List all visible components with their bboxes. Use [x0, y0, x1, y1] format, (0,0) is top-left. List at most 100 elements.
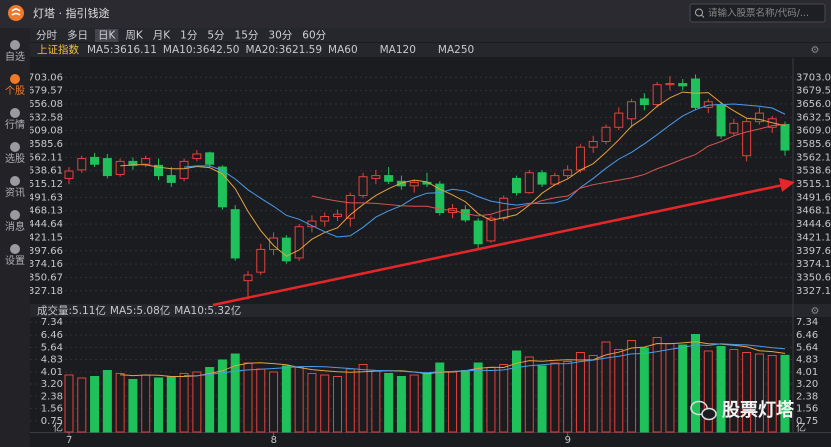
- candle-body: [256, 248, 266, 273]
- volume-bar: [422, 373, 432, 433]
- candle-body: [64, 170, 74, 179]
- settings-icon[interactable]: ⚙: [811, 306, 820, 317]
- legend-entry: MA5:3616.11: [87, 44, 157, 56]
- tab[interactable]: 60分: [302, 30, 326, 42]
- volume-bar: [179, 373, 189, 433]
- tab[interactable]: 15分: [235, 30, 259, 42]
- sidebar-label[interactable]: 资讯: [5, 187, 25, 199]
- tab[interactable]: 1分: [180, 30, 198, 42]
- y-tick-label-left: 3327.18: [22, 286, 63, 297]
- x-tick-label: 8: [271, 435, 277, 446]
- settings-icon[interactable]: ⚙: [811, 45, 820, 56]
- y-tick-label: 3.20: [796, 379, 818, 390]
- sidebar-icon[interactable]: [10, 74, 20, 84]
- volume-bar: [473, 362, 483, 433]
- sidebar-icon[interactable]: [10, 40, 20, 50]
- ma-line: [120, 341, 786, 377]
- tab[interactable]: 5分: [207, 30, 225, 42]
- y-tick-label: 3444.64: [796, 219, 831, 230]
- sidebar-icon[interactable]: [10, 244, 20, 254]
- sidebar-label[interactable]: 消息: [5, 220, 25, 233]
- volume-bar: [192, 371, 202, 433]
- search-placeholder[interactable]: 请输入股票名称/代码/...: [708, 7, 809, 19]
- candle-body: [243, 274, 253, 282]
- plot: 3703.06 3703.06 3679.57 3679.57 3656.08 3656.…: [22, 72, 831, 446]
- candle-body: [512, 177, 521, 194]
- sidebar-label[interactable]: 个股: [5, 85, 25, 97]
- ma-line: [120, 91, 786, 257]
- volume-bar: [281, 365, 291, 433]
- y-tick-label: 3468.13: [796, 206, 831, 217]
- y-tick-label-left: 4.01: [41, 367, 63, 378]
- candle-body: [473, 220, 483, 245]
- candle-body: [269, 237, 279, 250]
- x-tick-label: 7: [66, 435, 72, 446]
- candle-body: [627, 101, 637, 120]
- y-tick-label-left: 3632.58: [22, 112, 63, 123]
- candle-body: [320, 215, 330, 222]
- tab-bar: [30, 28, 831, 42]
- tab[interactable]: 30分: [268, 30, 292, 42]
- sidebar-icon[interactable]: [10, 176, 20, 186]
- legend-entry: MA120: [380, 44, 416, 56]
- candle-body: [205, 152, 215, 165]
- y-tick-label: 3515.12: [796, 179, 831, 190]
- tab[interactable]: 分时: [36, 30, 57, 42]
- candle-body: [358, 176, 368, 196]
- candle-body: [179, 160, 189, 179]
- candle-body: [115, 160, 125, 175]
- y-tick-label-left: 4.83: [41, 355, 63, 366]
- y-tick-label: 1.56: [796, 404, 818, 415]
- candle-body: [217, 166, 227, 208]
- volume-bar: [537, 365, 547, 433]
- candle-body: [230, 209, 240, 259]
- tab[interactable]: 月K: [153, 30, 171, 42]
- volume-bar: [614, 349, 624, 433]
- y-tick-label: 3491.63: [796, 192, 831, 203]
- y-tick-label: 6.46: [796, 330, 818, 341]
- y-tick-label-left: 5.64: [41, 342, 63, 353]
- volume-bar: [627, 340, 637, 433]
- volume-bar: [256, 368, 266, 433]
- y-tick-label: 3609.08: [796, 126, 831, 137]
- candle-body: [742, 121, 752, 157]
- tab[interactable]: 多日: [67, 29, 88, 42]
- candle-body: [678, 83, 688, 87]
- y-tick-label-left: 3491.63: [22, 192, 63, 203]
- volume-bar: [77, 377, 87, 433]
- candle-body: [550, 175, 560, 185]
- volume-bar: [141, 374, 151, 433]
- candle-body: [294, 226, 304, 259]
- volume-bar: [307, 373, 317, 433]
- y-tick-label: 5.64: [796, 342, 818, 353]
- tab[interactable]: 周K: [125, 30, 143, 42]
- search-box[interactable]: [689, 3, 826, 23]
- y-tick-label: 0.75: [796, 416, 818, 427]
- tab[interactable]: 日K: [98, 30, 116, 42]
- volume-bar: [652, 337, 662, 433]
- y-tick-label: 4.01: [796, 367, 818, 378]
- sidebar-icon[interactable]: [10, 210, 20, 220]
- volume-bar: [639, 347, 649, 433]
- y-tick-label: 3656.08: [796, 99, 831, 110]
- sidebar-label[interactable]: 选股: [5, 152, 25, 165]
- volume-bar: [550, 362, 560, 433]
- y-tick-label-left: 3374.16: [22, 259, 63, 270]
- y-tick-label-left: 3468.13: [22, 206, 63, 217]
- candle-body: [563, 169, 573, 177]
- chart-title: 上证指数: [37, 43, 79, 56]
- sidebar-label[interactable]: 行情: [5, 118, 25, 131]
- sidebar-icon[interactable]: [10, 142, 20, 152]
- sidebar-label[interactable]: 设置: [5, 255, 25, 267]
- candle-body: [396, 180, 406, 187]
- volume-bar: [767, 355, 777, 433]
- candle-body: [435, 183, 445, 214]
- legend-entry: MA10:3642.50: [163, 44, 240, 56]
- volume-bar: [742, 352, 752, 433]
- y-tick-label-left: 0.75: [41, 416, 63, 427]
- sidebar-label[interactable]: 自选: [5, 50, 25, 63]
- sidebar-icon[interactable]: [10, 108, 20, 118]
- y-tick-label-left: 2.38: [41, 391, 63, 402]
- candle-body: [639, 98, 649, 106]
